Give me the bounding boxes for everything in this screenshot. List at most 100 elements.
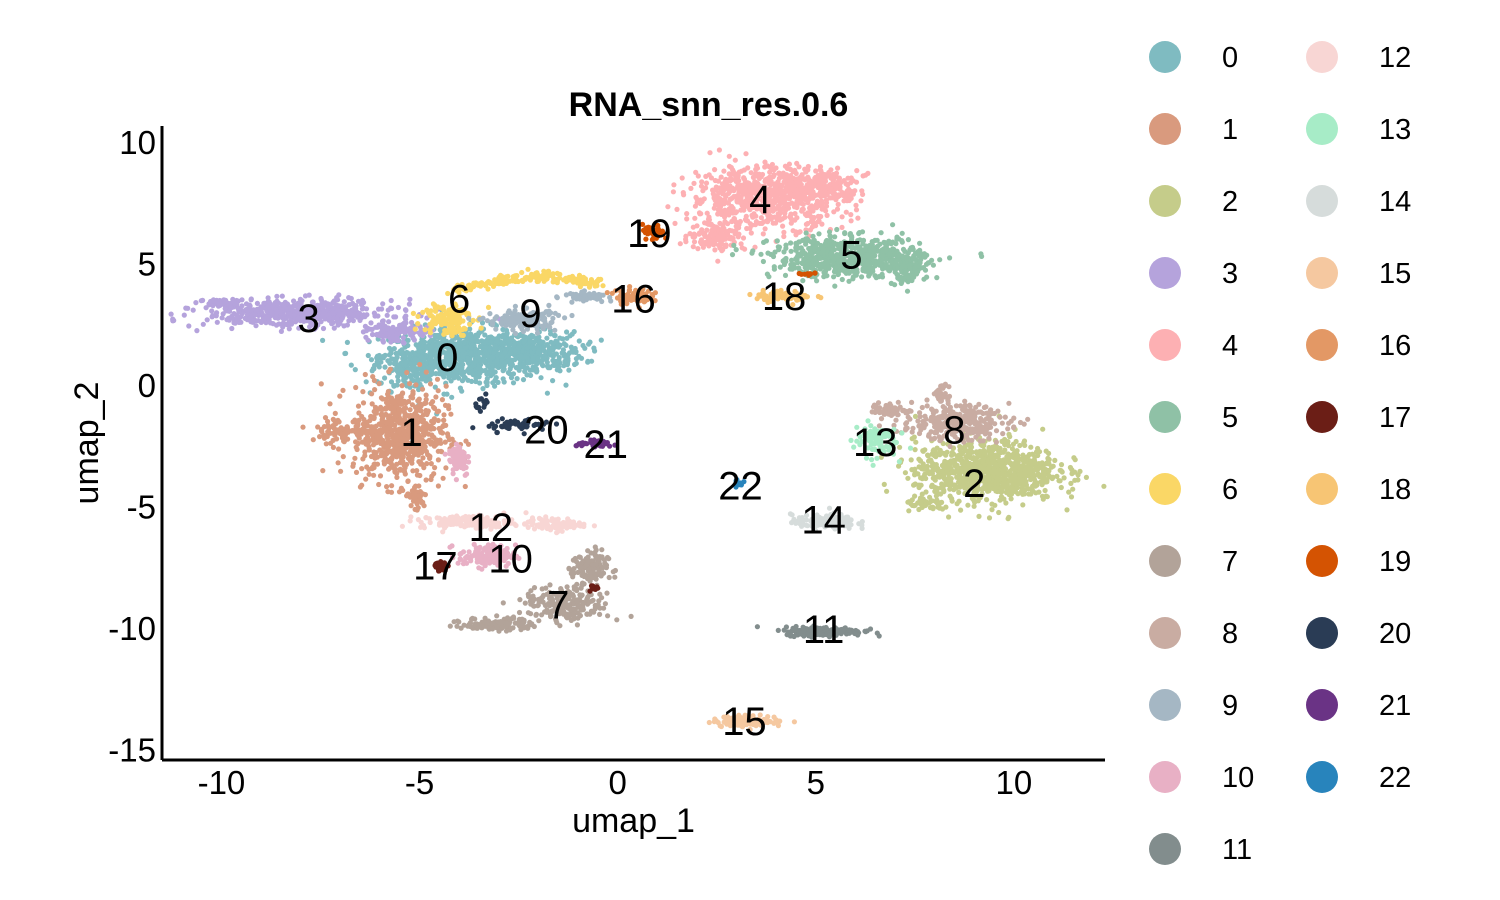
data-point: [394, 446, 400, 452]
data-point: [334, 436, 340, 442]
data-point: [478, 358, 484, 364]
data-point: [418, 408, 424, 414]
data-point: [843, 209, 849, 215]
data-point: [485, 363, 491, 369]
data-point: [361, 416, 367, 423]
data-point: [760, 258, 767, 265]
data-point: [458, 370, 464, 376]
data-point: [407, 296, 413, 302]
data-point: [353, 469, 360, 475]
data-point: [480, 368, 486, 374]
data-point: [453, 361, 459, 367]
data-point: [425, 423, 432, 429]
data-point: [478, 343, 484, 349]
data-point: [695, 246, 701, 252]
data-point: [988, 452, 994, 458]
data-point: [204, 317, 210, 323]
data-point: [567, 333, 573, 339]
data-point: [429, 433, 436, 439]
data-point: [550, 357, 556, 364]
data-point: [578, 355, 585, 361]
data-point: [273, 314, 279, 320]
data-point: [459, 388, 465, 394]
data-point: [491, 350, 497, 356]
data-point: [789, 186, 795, 192]
data-point: [461, 339, 467, 345]
data-point: [1016, 480, 1022, 486]
data-point: [446, 353, 452, 359]
data-point: [443, 383, 449, 389]
data-point: [848, 188, 854, 194]
data-point: [715, 258, 721, 264]
data-point: [400, 335, 406, 341]
data-point: [391, 382, 397, 389]
data-point: [423, 392, 429, 398]
data-point: [354, 432, 360, 438]
data-point: [1045, 455, 1051, 461]
data-point: [320, 325, 327, 332]
data-point: [398, 444, 404, 450]
data-point: [1049, 475, 1055, 482]
data-point: [1025, 453, 1031, 460]
data-point: [432, 384, 438, 390]
data-point: [775, 211, 781, 217]
data-point: [1004, 472, 1010, 478]
data-point: [435, 388, 441, 394]
data-point: [436, 425, 442, 432]
data-point: [697, 200, 703, 207]
data-point: [229, 325, 235, 332]
data-point: [402, 411, 408, 417]
data-point: [380, 396, 386, 402]
data-point: [406, 301, 412, 307]
data-point: [285, 310, 291, 316]
data-point: [930, 467, 936, 473]
data-point: [949, 498, 955, 504]
data-point: [475, 339, 482, 345]
data-point: [490, 380, 496, 386]
data-point: [441, 412, 447, 418]
data-point: [368, 320, 374, 326]
data-point: [807, 205, 813, 211]
data-point: [408, 503, 414, 509]
data-point: [760, 231, 766, 237]
data-point: [335, 417, 341, 423]
data-point: [733, 177, 739, 183]
data-point: [243, 307, 249, 313]
data-point: [1039, 482, 1045, 488]
data-point: [711, 193, 717, 199]
data-point: [525, 359, 531, 365]
data-point: [426, 431, 432, 437]
data-point: [544, 359, 550, 365]
data-point: [919, 491, 925, 497]
data-point: [1016, 464, 1022, 471]
data-point: [712, 167, 718, 173]
data-point: [737, 194, 743, 200]
data-point: [374, 359, 380, 365]
data-point: [706, 172, 712, 178]
data-point: [253, 307, 259, 313]
data-point: [475, 333, 481, 339]
data-point: [435, 417, 441, 424]
data-point: [393, 350, 399, 357]
data-point: [704, 227, 710, 233]
data-point: [933, 454, 939, 460]
data-point: [368, 357, 375, 363]
data-point: [425, 408, 431, 414]
data-point: [469, 337, 475, 343]
data-point: [850, 178, 856, 184]
data-point: [440, 337, 446, 343]
data-point: [466, 370, 472, 376]
data-point: [388, 339, 394, 345]
data-point: [928, 458, 934, 464]
data-point: [544, 335, 550, 341]
data-point: [428, 441, 434, 447]
data-point: [403, 313, 409, 319]
data-point: [366, 471, 372, 477]
data-point: [1008, 453, 1014, 459]
data-point: [534, 369, 540, 375]
data-point: [830, 173, 836, 179]
data-point: [816, 231, 822, 237]
data-point: [385, 489, 391, 495]
data-point: [492, 369, 498, 375]
